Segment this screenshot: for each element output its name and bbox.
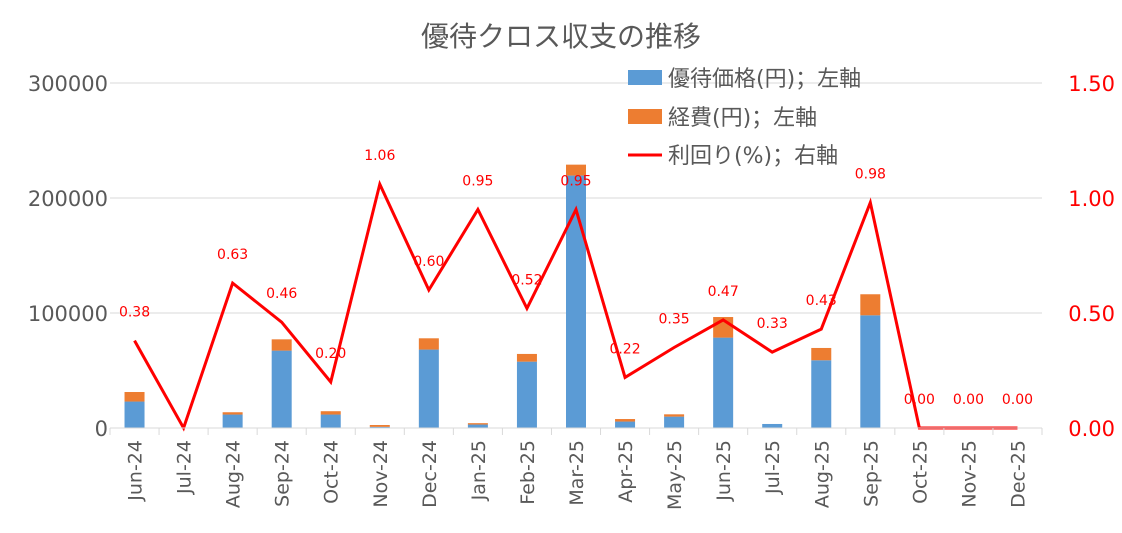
yield-data-label: 0.35 [659,312,690,328]
yield-data-label: 0.43 [806,293,837,309]
x-tick-label: Dec-24 [419,440,441,508]
bar-price [713,337,734,428]
yield-data-label: 0.46 [266,286,297,302]
x-tick-label: Nov-25 [958,440,980,508]
yield-data-label: 0.00 [1002,392,1033,408]
chart-title: 優待クロス収支の推移 [421,20,701,53]
bar-price [762,423,783,428]
bar-expense [566,164,586,176]
legend-label: 利回り(%)；右軸 [668,144,838,169]
bar-expense [467,423,488,425]
x-tick-label: Aug-24 [223,440,245,508]
bar-price [811,360,832,428]
bar-price [467,424,488,428]
bar-expense [860,294,881,316]
x-tick-label: May-25 [664,440,686,510]
x-tick-label: Apr-25 [615,440,637,503]
right-tick-label: 1.00 [1068,187,1115,211]
yield-data-label: 0.20 [315,346,346,362]
legend-label: 経費(円)；左軸 [668,106,817,131]
x-tick-label: Mar-25 [566,440,588,506]
bar-expense [271,339,292,351]
yield-data-label: 0.00 [953,392,984,408]
x-tick-label: Aug-25 [811,440,833,508]
left-tick-label: 300000 [28,72,108,96]
legend-label: 優待価格(円)；左軸 [668,67,861,92]
legend-swatch-icon [628,70,662,85]
bar-price [369,426,390,428]
x-tick-label: Feb-25 [517,440,539,505]
bar-price [664,416,685,428]
bar-expense [516,353,537,362]
legend-swatch-icon [628,109,662,124]
bar-expense [369,425,390,427]
yield-data-label: 0.52 [511,272,542,288]
bar-price [271,350,292,428]
x-tick-label: Sep-24 [272,440,294,507]
right-tick-label: 0.50 [1068,302,1115,326]
left-tick-label: 0 [95,417,108,441]
yield-data-label: 0.98 [855,167,886,183]
bar-price [124,401,145,428]
x-tick-label: Jan-25 [468,440,490,501]
yield-data-label: 0.38 [119,305,150,321]
left-tick-label: 100000 [28,302,108,326]
bar-expense [124,392,145,402]
left-tick-label: 200000 [28,187,108,211]
bar-price [418,349,439,428]
bar-expense [222,412,243,415]
x-tick-label: Dec-25 [1007,440,1029,508]
x-tick-label: Jun-24 [125,440,147,502]
bar-price [222,414,243,428]
x-tick-label: Sep-25 [860,440,882,507]
yield-data-label: 0.63 [217,247,248,263]
x-tick-label: Oct-24 [321,440,343,504]
bar-price [566,175,586,428]
x-tick-label: Jul-24 [174,440,196,495]
yield-data-label: 1.06 [364,148,395,164]
bar-expense [615,419,636,422]
yield-data-label: 0.33 [757,316,788,332]
bar-price [860,315,881,428]
yield-data-label: 0.95 [462,174,493,190]
bar-price [615,421,636,428]
yield-data-label: 0.60 [413,254,444,270]
right-tick-label: 1.50 [1068,72,1115,96]
bar-expense [664,414,685,417]
bar-price [320,414,341,428]
x-tick-label: Jun-25 [713,440,735,502]
x-tick-label: Jul-25 [762,440,784,495]
x-tick-label: Nov-24 [370,440,392,508]
right-tick-label: 0.00 [1068,417,1115,441]
x-tick-label: Oct-25 [909,440,931,504]
yield-data-label: 0.22 [609,341,640,357]
bar-price [516,361,537,428]
yield-data-label: 0.95 [560,174,591,190]
bar-expense [811,347,832,361]
bar-expense [320,411,341,415]
yield-data-label: 0.00 [904,392,935,408]
yield-data-label: 0.47 [708,284,739,300]
bar-expense [418,338,439,350]
